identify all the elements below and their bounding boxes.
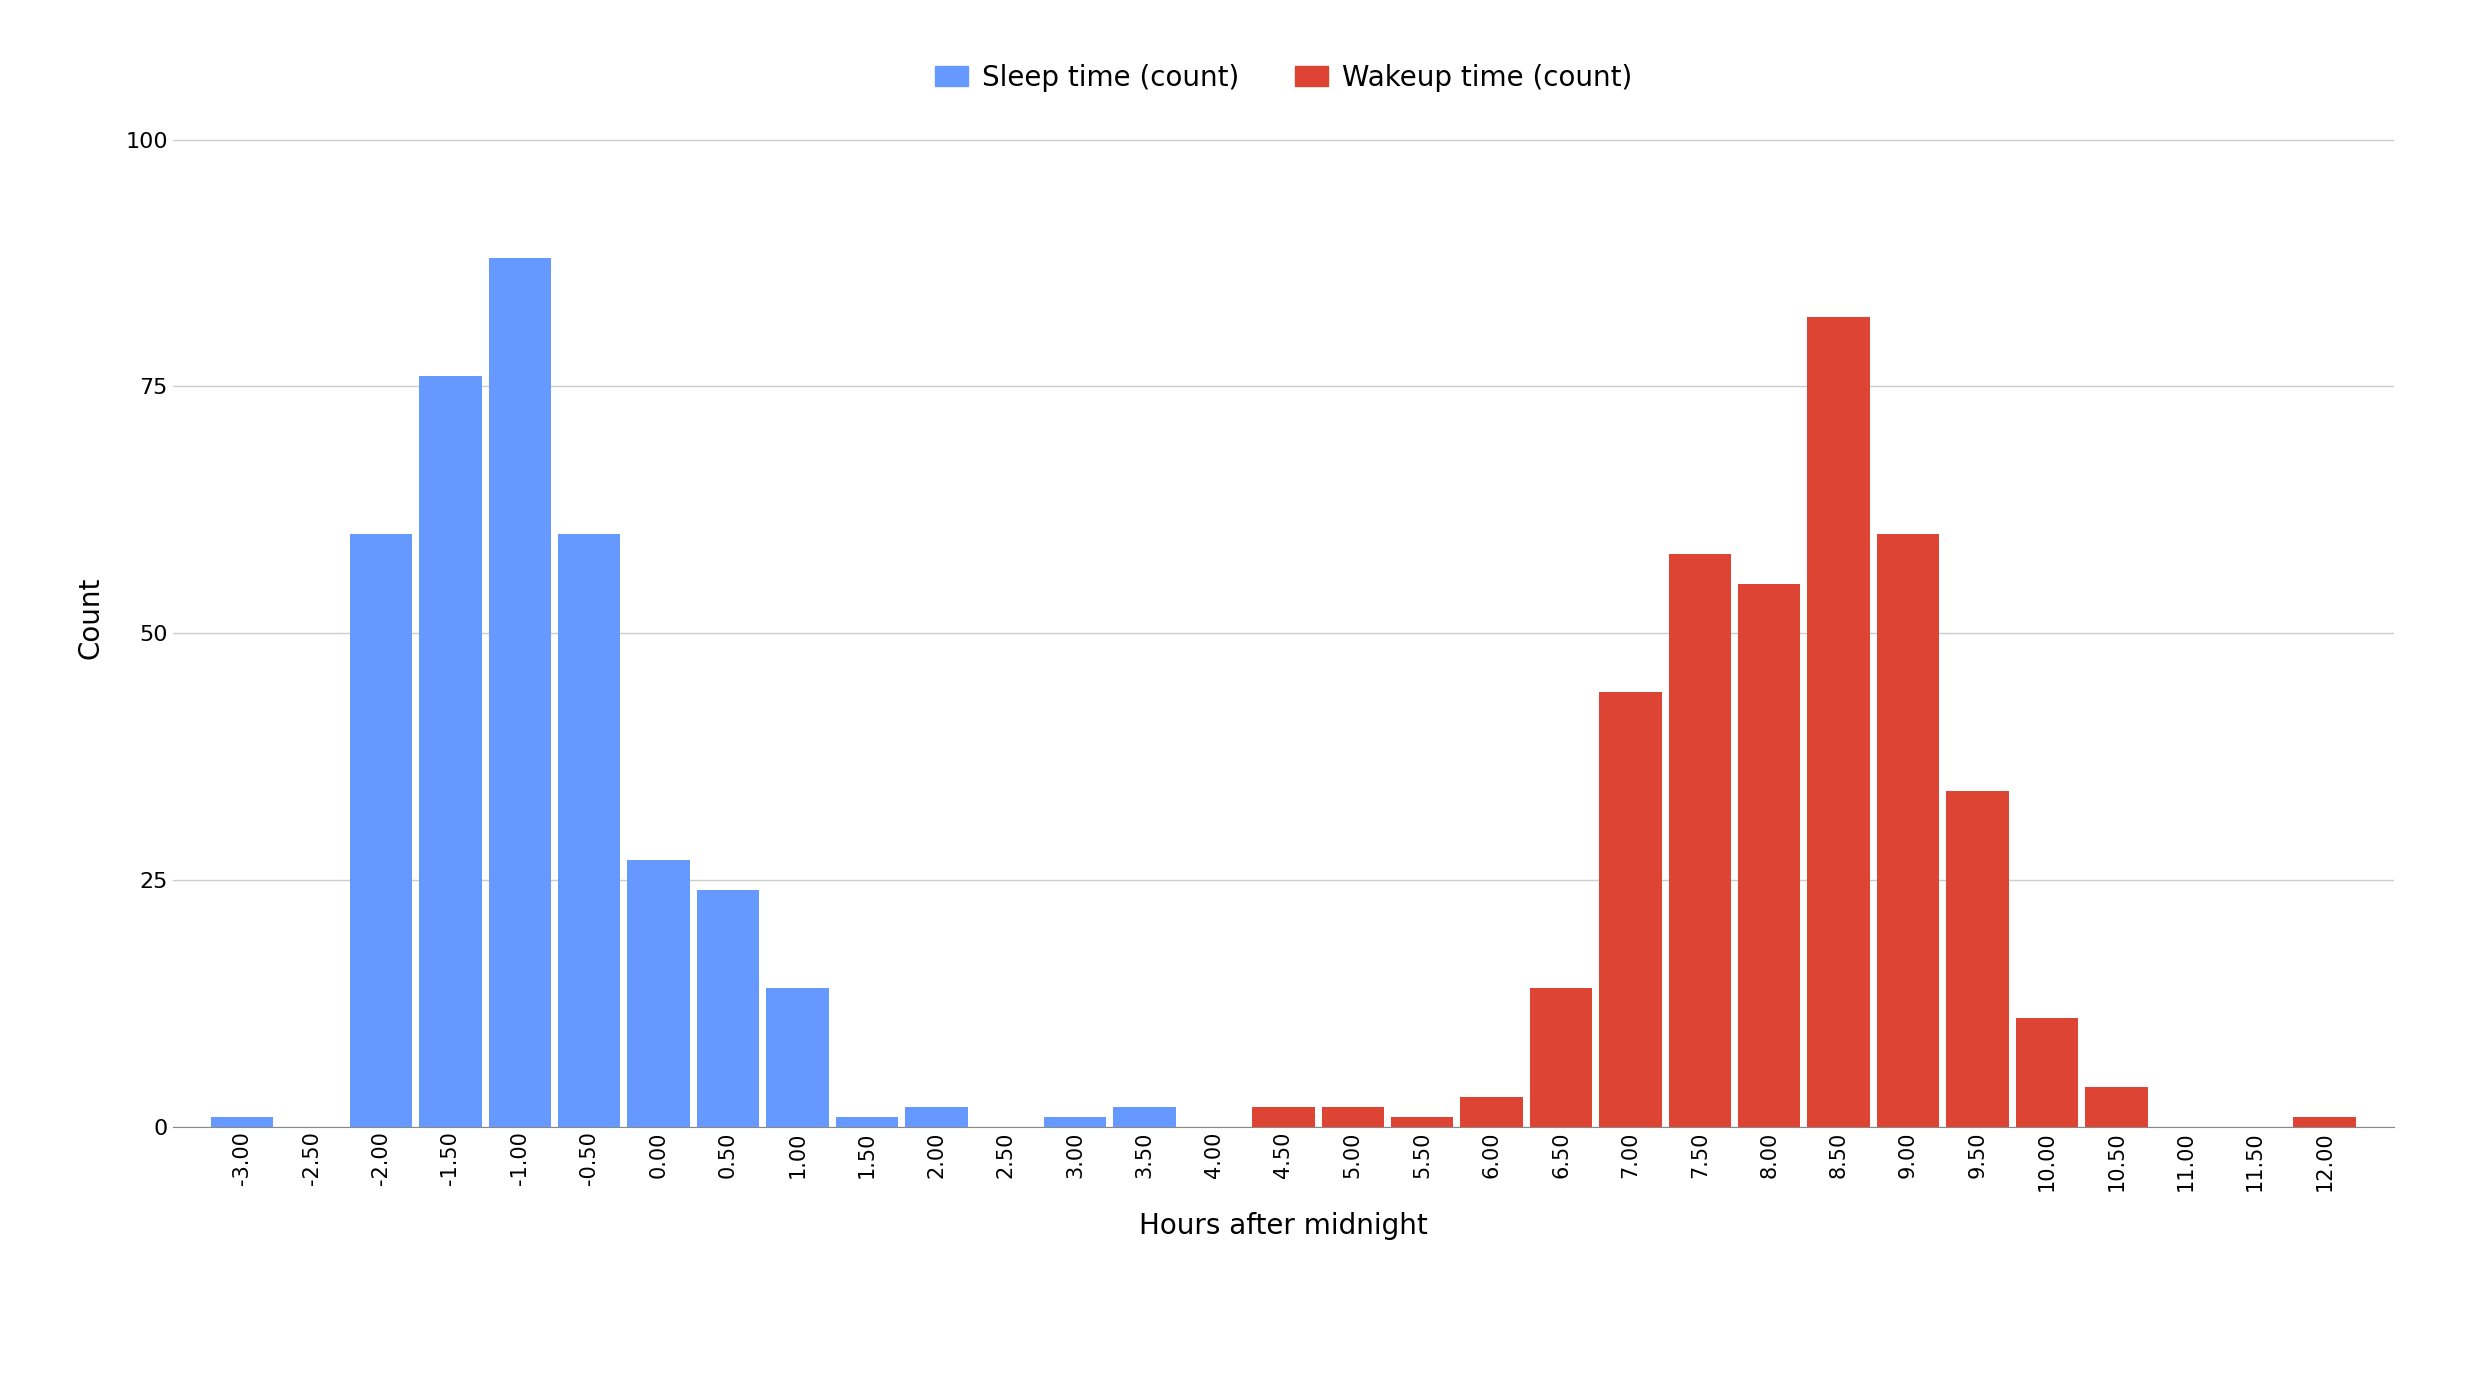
Bar — [906, 1107, 967, 1127]
Bar — [1530, 988, 1592, 1127]
Bar — [1044, 1117, 1106, 1127]
Bar — [210, 1117, 274, 1127]
Bar — [1599, 692, 1661, 1127]
Legend: Sleep time (count), Wakeup time (count): Sleep time (count), Wakeup time (count) — [923, 52, 1644, 103]
Bar — [1737, 584, 1802, 1127]
Bar — [1392, 1117, 1454, 1127]
Bar — [1113, 1107, 1175, 1127]
Bar — [1668, 554, 1730, 1127]
Bar — [1251, 1107, 1315, 1127]
Bar — [489, 258, 550, 1127]
Bar — [1947, 791, 2009, 1127]
X-axis label: Hours after midnight: Hours after midnight — [1140, 1212, 1427, 1239]
Bar — [558, 534, 619, 1127]
Bar — [420, 376, 481, 1127]
Bar — [1320, 1107, 1385, 1127]
Bar — [2293, 1117, 2357, 1127]
Bar — [1807, 317, 1871, 1127]
Bar — [1461, 1096, 1523, 1127]
Bar — [2085, 1087, 2147, 1127]
Bar — [1251, 1107, 1315, 1127]
Bar — [627, 860, 691, 1127]
Bar — [350, 534, 412, 1127]
Bar — [1876, 534, 1940, 1127]
Bar — [837, 1117, 898, 1127]
Bar — [696, 890, 760, 1127]
Bar — [765, 988, 829, 1127]
Bar — [2016, 1018, 2078, 1127]
Y-axis label: Count: Count — [77, 577, 104, 660]
Bar — [1320, 1107, 1385, 1127]
